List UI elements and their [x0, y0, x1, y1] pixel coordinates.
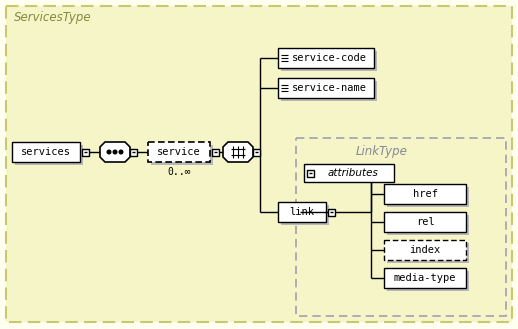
Text: services: services [21, 147, 71, 157]
Bar [304, 164, 394, 182]
Text: ServicesType: ServicesType [14, 12, 92, 24]
Bar [387, 187, 469, 207]
Bar [252, 148, 260, 156]
Text: service: service [157, 147, 201, 157]
Bar [281, 205, 329, 225]
Bar [148, 142, 210, 162]
Text: LinkType: LinkType [356, 145, 408, 159]
Polygon shape [100, 142, 130, 162]
Bar [151, 145, 213, 165]
Bar [384, 212, 466, 232]
Circle shape [107, 150, 111, 154]
Polygon shape [223, 142, 253, 162]
Bar [15, 145, 83, 165]
Text: index: index [409, 245, 441, 255]
Bar [384, 184, 466, 204]
Bar [130, 148, 137, 156]
Text: attributes: attributes [327, 168, 379, 178]
Bar [211, 148, 219, 156]
Circle shape [113, 150, 117, 154]
Bar [278, 78, 374, 98]
Bar [384, 268, 466, 288]
Bar [307, 169, 313, 176]
Bar [12, 142, 80, 162]
Bar [384, 240, 466, 260]
Bar [281, 81, 377, 101]
Text: href: href [412, 189, 438, 199]
Bar [327, 209, 335, 215]
Text: service-name: service-name [292, 83, 367, 93]
Bar [81, 148, 89, 156]
Circle shape [119, 150, 123, 154]
Bar [387, 215, 469, 235]
Bar [281, 51, 377, 71]
Bar [278, 48, 374, 68]
Text: rel: rel [415, 217, 435, 227]
Text: service-code: service-code [292, 53, 367, 63]
Text: link: link [290, 207, 314, 217]
Bar [296, 138, 506, 316]
Text: media-type: media-type [394, 273, 456, 283]
Bar [387, 271, 469, 291]
Bar [387, 243, 469, 263]
Text: 0..∞: 0..∞ [167, 167, 191, 177]
Bar [278, 202, 326, 222]
